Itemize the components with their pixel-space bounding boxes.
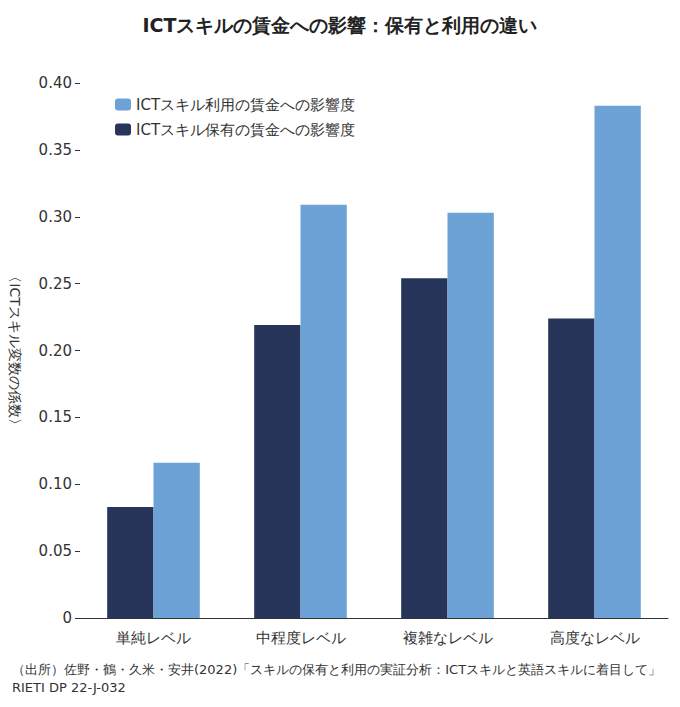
svg-text:0.15: 0.15 — [39, 408, 72, 426]
svg-text:ICTスキル利用の賃金への影響度: ICTスキル利用の賃金への影響度 — [136, 96, 355, 114]
svg-text:中程度レベル: 中程度レベル — [256, 629, 346, 647]
svg-text:ICTスキル保有の賃金への影響度: ICTスキル保有の賃金への影響度 — [136, 121, 355, 139]
svg-text:0.35: 0.35 — [39, 141, 72, 159]
svg-text:0.20: 0.20 — [39, 342, 72, 360]
svg-text:0.25: 0.25 — [39, 275, 72, 293]
svg-text:（出所）佐野・鶴・久米・安井(2022)「スキルの保有と利用: （出所）佐野・鶴・久米・安井(2022)「スキルの保有と利用の実証分析：ICTス… — [12, 662, 661, 677]
svg-text:0.05: 0.05 — [39, 542, 72, 560]
svg-text:0: 0 — [62, 609, 72, 627]
svg-text:〈ICTスキル変数の係数〉: 〈ICTスキル変数の係数〉 — [7, 269, 23, 431]
svg-text:ICTスキルの賃金への影響：保有と利用の違い: ICTスキルの賃金への影響：保有と利用の違い — [143, 14, 538, 36]
svg-text:高度なレベル: 高度なレベル — [550, 629, 640, 647]
svg-text:単純レベル: 単純レベル — [116, 629, 191, 647]
svg-text:RIETI DP 22-J-032: RIETI DP 22-J-032 — [12, 680, 126, 695]
svg-text:0.40: 0.40 — [39, 74, 72, 92]
svg-text:0.30: 0.30 — [39, 208, 72, 226]
svg-text:複雑なレベル: 複雑なレベル — [403, 629, 493, 647]
svg-text:0.10: 0.10 — [39, 475, 72, 493]
